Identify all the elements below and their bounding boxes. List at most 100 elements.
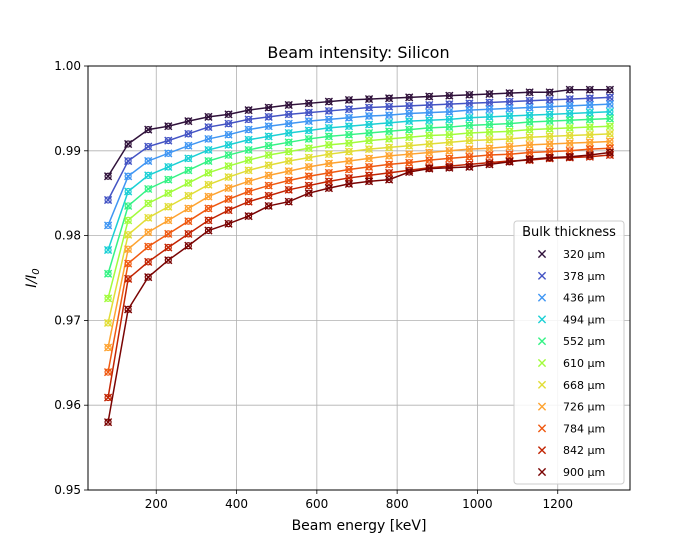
data-point-circle [305,189,313,197]
data-point-marker [465,162,474,172]
data-point-circle [425,140,433,148]
data-point-circle [104,368,112,376]
data-point-circle [244,156,253,164]
data-point-marker [144,125,153,134]
data-point-marker [284,138,293,147]
data-point-circle [325,107,333,115]
data-point-circle [606,148,614,157]
data-point-circle [265,151,273,159]
data-point-marker [144,273,153,282]
data-point-circle [164,243,172,252]
data-point-circle [124,172,132,180]
legend-label: 842 μm [563,444,605,457]
data-point-circle [265,202,273,210]
data-point-circle [305,135,313,143]
data-point-marker [605,137,615,146]
data-point-marker [405,150,414,159]
data-point-circle [365,177,373,185]
data-point-circle [485,90,494,98]
data-point-circle [104,294,112,302]
data-point-marker [385,151,394,160]
data-point-marker [445,154,454,163]
y-tick-label: 1.00 [54,59,81,73]
data-point-marker [405,117,414,126]
data-point-marker [485,105,494,114]
data-point-marker [264,161,273,170]
data-point-marker [525,125,534,134]
data-point-marker [244,177,253,186]
data-point-circle [445,147,453,155]
data-point-marker [324,123,333,132]
data-point-circle [526,126,534,134]
data-point-marker [164,136,173,145]
data-point-marker [445,91,454,100]
data-point-circle [365,95,373,103]
data-point-circle [586,86,594,94]
data-point-circle [425,165,433,173]
legend-title: Bulk thickness [522,225,616,240]
data-point-marker [184,217,193,226]
data-point-circle [425,92,433,101]
data-point-circle [425,109,433,117]
data-point-circle [505,150,514,158]
data-point-marker [284,197,293,206]
data-point-marker [224,150,233,160]
data-point-marker [505,111,514,121]
data-point-marker [124,230,133,239]
data-point-marker [364,171,374,180]
data-point-circle [405,93,413,101]
data-point-circle [606,108,614,116]
data-point-marker [324,132,333,141]
data-point-marker [184,241,193,250]
data-point-circle [546,96,554,104]
data-point-circle [224,184,233,192]
data-point-marker [585,122,594,132]
y-tick-label: 0.96 [54,398,81,412]
data-point-circle [465,163,474,171]
data-point-circle [345,96,353,104]
data-point-marker [144,213,153,222]
data-point-circle [305,153,313,162]
data-point-marker [605,122,615,131]
data-point-circle [325,98,333,106]
data-point-marker [445,100,454,109]
data-point-marker [144,142,153,151]
data-point-marker [124,139,133,149]
data-point-marker [344,139,354,148]
y-tick-label: 0.99 [54,144,81,158]
data-point-marker [204,216,213,225]
data-point-circle [505,112,514,120]
data-point-marker [585,150,594,160]
data-point-circle [144,142,152,151]
data-point-circle [586,101,594,109]
data-point-marker [425,116,434,125]
data-point-marker [485,135,494,144]
data-point-circle [465,91,474,99]
data-point-circle [104,172,112,180]
legend-marker [537,249,547,259]
x-tick-label: 1200 [542,497,573,511]
data-point-marker [445,115,454,124]
data-point-circle [244,136,253,144]
data-point-circle [164,189,172,197]
data-point-circle [385,176,393,184]
x-tick-label: 200 [145,497,168,511]
data-point-marker [545,147,554,156]
data-point-circle [104,196,112,204]
data-point-circle [405,102,413,110]
data-point-circle [365,154,373,163]
data-point-circle [526,97,534,105]
data-point-marker [364,162,374,172]
data-point-marker [164,256,173,265]
data-point-circle [606,86,614,94]
data-point-marker [304,126,313,135]
data-point-circle [325,184,333,192]
data-point-marker [284,128,293,138]
data-point-circle [305,163,313,171]
data-point-circle [566,124,574,132]
data-point-circle [365,145,373,153]
data-point-circle [164,230,172,238]
data-point-circle [164,122,172,130]
data-point-marker [124,172,133,181]
legend-marker [537,358,547,368]
